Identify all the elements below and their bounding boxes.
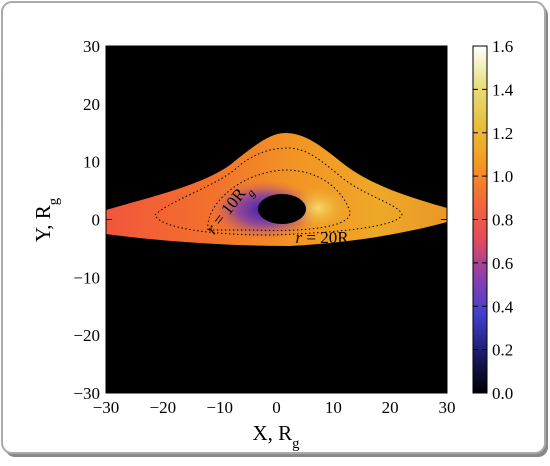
label-part: X, R: [252, 421, 292, 445]
label-part: g: [292, 436, 300, 452]
label-part: g: [46, 197, 62, 205]
x-tick-label: −10: [206, 398, 233, 417]
x-tick-label: 0: [272, 398, 281, 417]
colorbar-tick-label: 1.2: [492, 124, 513, 143]
x-tick-label: −20: [150, 398, 177, 417]
colorbar-tick-label: 0.6: [492, 254, 513, 273]
y-tick-label: −10: [73, 268, 100, 287]
y-tick-label: −30: [73, 384, 100, 403]
y-tick-label: −20: [73, 326, 100, 345]
disk: [106, 133, 447, 246]
x-axis-label: X, Rg: [252, 421, 300, 452]
y-tick-label: 0: [92, 211, 101, 230]
annotation: r = 20Rg: [295, 228, 354, 253]
colorbar-tick-label: 0.2: [492, 341, 513, 360]
y-tick-label: 30: [83, 37, 100, 56]
annotation-part: r: [295, 228, 302, 247]
colorbar-tick-label: 0.0: [492, 384, 513, 403]
annotation-part: g: [349, 239, 355, 253]
contour: [154, 147, 403, 236]
y-axis-label: Y, Rg: [31, 197, 62, 242]
colorbar-tick-label: 1.4: [492, 80, 514, 99]
x-tick-label: −30: [93, 398, 120, 417]
disk-bright-region: [288, 186, 348, 230]
y-tick-label: 20: [83, 95, 100, 114]
colorbar-tick-label: 0.8: [492, 211, 513, 230]
x-tick-label: 20: [382, 398, 399, 417]
x-tick-label: 10: [325, 398, 342, 417]
colorbar-tick-label: 1.6: [492, 37, 513, 56]
label-part: Y, R: [31, 205, 55, 242]
colorbar-tick-label: 0.4: [492, 297, 514, 316]
black-hole: [258, 194, 306, 224]
contour: [207, 169, 351, 231]
annotation-part: = 20R: [302, 228, 349, 247]
y-tick-label: 10: [83, 153, 100, 172]
x-tick-label: 30: [439, 398, 456, 417]
colorbar-tick-label: 1.0: [492, 167, 513, 186]
